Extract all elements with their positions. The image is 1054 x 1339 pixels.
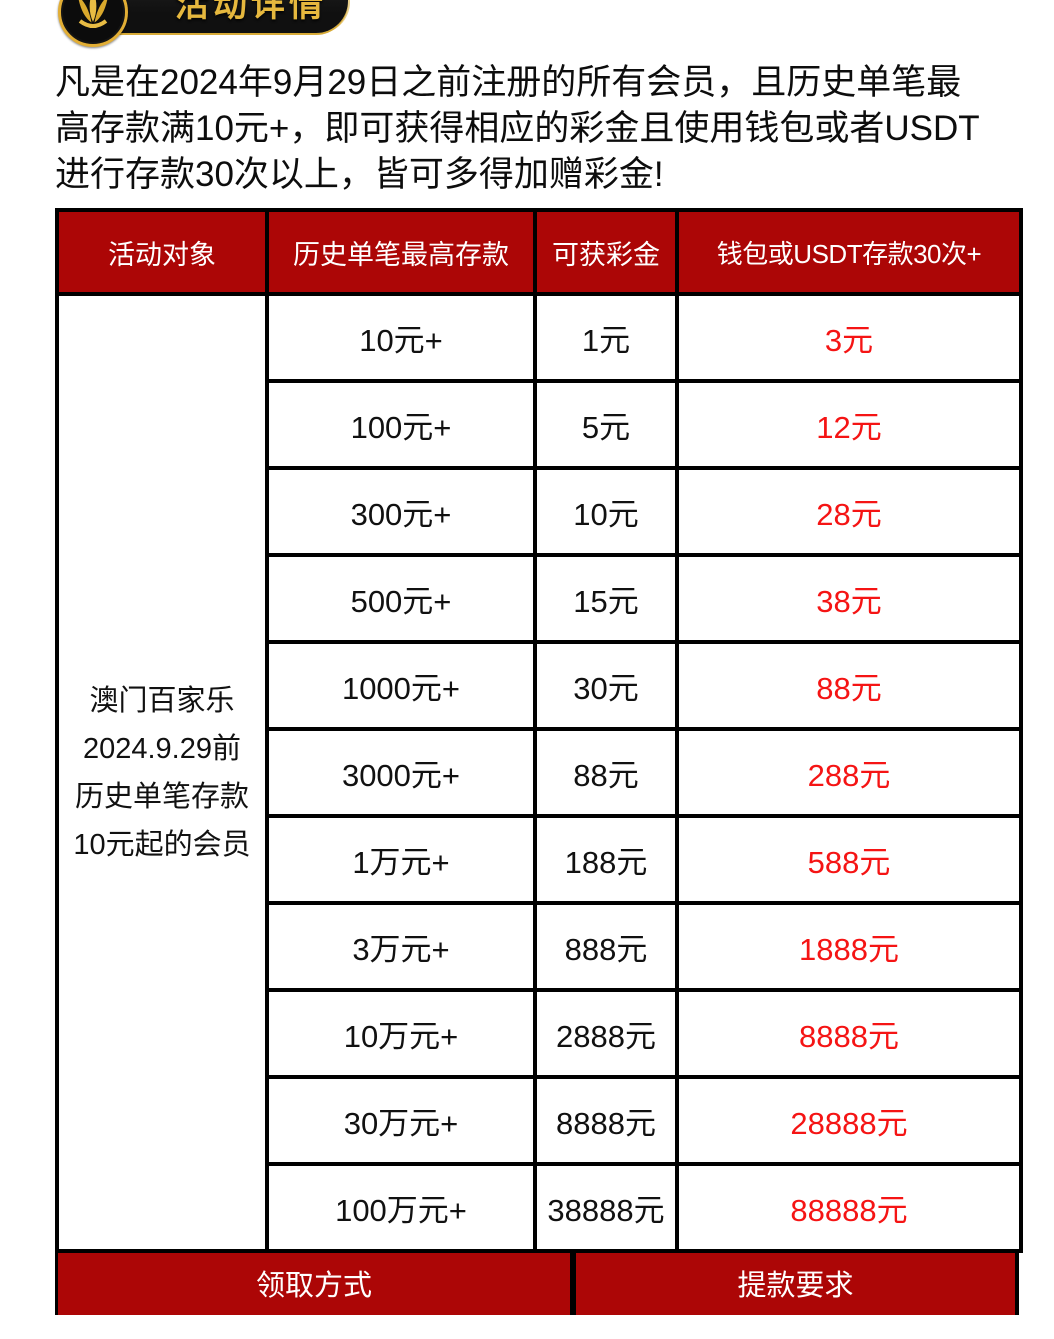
bonus-cell: 1元 — [533, 292, 679, 383]
deposit-cell: 100元+ — [265, 379, 537, 470]
footer-divider — [570, 1253, 576, 1315]
bonus-cell: 38888元 — [533, 1162, 679, 1253]
table-row: 澳门百家乐 2024.9.29前 历史单笔存款 10元起的会员 10元+ 1元 … — [55, 292, 1023, 1253]
table-row: 100元+ 5元 12元 — [57, 379, 1023, 470]
deposit-cell: 300元+ — [265, 466, 537, 557]
promo-table: 活动对象 历史单笔最高存款 可获彩金 钱包或USDT存款30次+ 澳门百家乐 2… — [55, 208, 1023, 1253]
deposit-cell: 10万元+ — [265, 988, 537, 1079]
extra-cell: 88元 — [675, 640, 1023, 731]
deposit-cell: 1000元+ — [265, 640, 537, 731]
activity-badge: 活动详情 — [58, 0, 350, 50]
table-row: 300元+ 10元 28元 — [57, 466, 1023, 557]
table-row: 1000元+ 30元 88元 — [57, 640, 1023, 731]
deposit-cell: 500元+ — [265, 553, 537, 644]
table-row: 100万元+ 38888元 88888元 — [57, 1162, 1023, 1253]
footer-withdraw-cell: 提款要求 — [576, 1253, 1015, 1315]
bonus-cell: 88元 — [533, 727, 679, 818]
deposit-cell: 30万元+ — [265, 1075, 537, 1166]
extra-cell: 588元 — [675, 814, 1023, 905]
bonus-cell: 30元 — [533, 640, 679, 731]
bonus-cell: 10元 — [533, 466, 679, 557]
extra-cell: 8888元 — [675, 988, 1023, 1079]
deposit-cell: 3000元+ — [265, 727, 537, 818]
crown-lotus-icon — [78, 0, 108, 28]
extra-cell: 88888元 — [675, 1162, 1023, 1253]
bonus-cell: 8888元 — [533, 1075, 679, 1166]
audience-line-1: 澳门百家乐 — [89, 684, 235, 717]
extra-cell: 12元 — [675, 379, 1023, 470]
deposit-cell: 3万元+ — [265, 901, 537, 992]
deposit-cell: 1万元+ — [265, 814, 537, 905]
table-header-row: 活动对象 历史单笔最高存款 可获彩金 钱包或USDT存款30次+ — [55, 208, 1023, 296]
audience-line-3: 历史单笔存款 — [74, 780, 249, 813]
table-row: 3000元+ 88元 288元 — [57, 727, 1023, 818]
intro-line-1: 凡是在2024年9月29日之前注册的所有会员，且历史单笔最 — [55, 63, 962, 102]
intro-text: 凡是在2024年9月29日之前注册的所有会员，且历史单笔最 高存款满10元+，即… — [55, 60, 1017, 198]
table-row: 10万元+ 2888元 8888元 — [57, 988, 1023, 1079]
bonus-cell: 188元 — [533, 814, 679, 905]
header-audience: 活动对象 — [55, 208, 269, 296]
deposit-cell: 100万元+ — [265, 1162, 537, 1253]
extra-cell: 38元 — [675, 553, 1023, 644]
footer-claim-cell: 领取方式 — [58, 1253, 570, 1315]
intro-line-2: 高存款满10元+，即可获得相应的彩金且使用钱包或者USDT — [55, 109, 980, 148]
extra-cell: 1888元 — [675, 901, 1023, 992]
header-bonus: 可获彩金 — [533, 208, 679, 296]
bonus-cell: 888元 — [533, 901, 679, 992]
table-row: 3万元+ 888元 1888元 — [57, 901, 1023, 992]
footer-row: 领取方式 提款要求 — [55, 1253, 1019, 1315]
extra-cell: 3元 — [675, 292, 1023, 383]
audience-line-4: 10元起的会员 — [73, 828, 251, 861]
bonus-cell: 15元 — [533, 553, 679, 644]
table-row: 30万元+ 8888元 28888元 — [57, 1075, 1023, 1166]
table-row: 1万元+ 188元 588元 — [57, 814, 1023, 905]
extra-cell: 28888元 — [675, 1075, 1023, 1166]
badge-label: 活动详情 — [175, 0, 327, 24]
bonus-cell: 5元 — [533, 379, 679, 470]
audience-cell: 澳门百家乐 2024.9.29前 历史单笔存款 10元起的会员 — [55, 292, 269, 1253]
badge-emblem — [58, 0, 128, 47]
audience-line-2: 2024.9.29前 — [82, 732, 241, 765]
extra-cell: 28元 — [675, 466, 1023, 557]
deposit-cell: 10元+ — [265, 292, 537, 383]
extra-cell: 288元 — [675, 727, 1023, 818]
bonus-cell: 2888元 — [533, 988, 679, 1079]
header-deposit: 历史单笔最高存款 — [265, 208, 537, 296]
header-extra: 钱包或USDT存款30次+ — [675, 208, 1023, 296]
table-row: 500元+ 15元 38元 — [57, 553, 1023, 644]
intro-line-3: 进行存款30次以上，皆可多得加赠彩金! — [55, 155, 664, 194]
